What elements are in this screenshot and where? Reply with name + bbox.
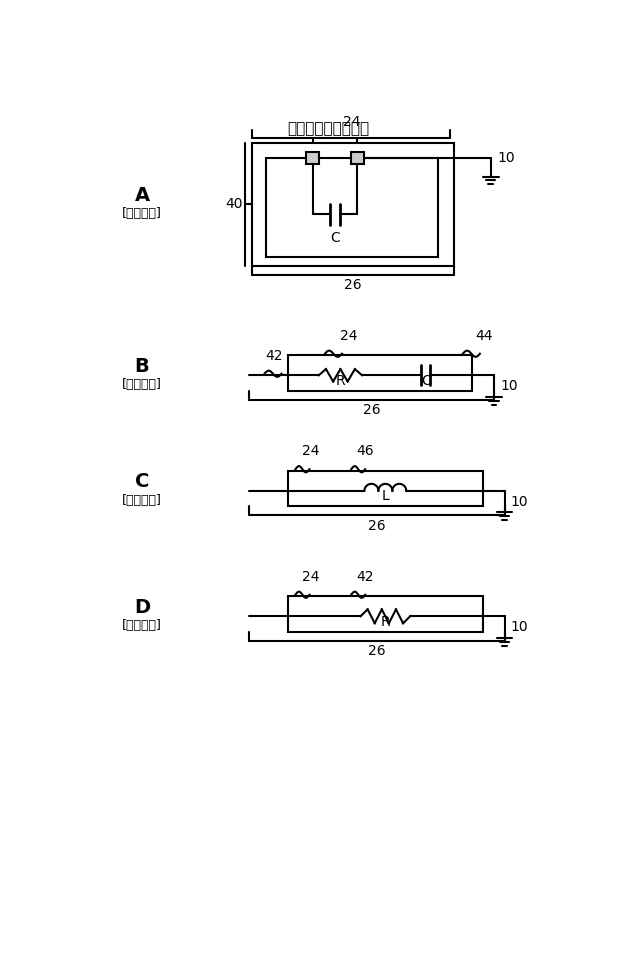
Text: B: B xyxy=(134,356,149,375)
Text: 26: 26 xyxy=(363,403,380,417)
Text: C: C xyxy=(420,373,431,388)
Text: 26: 26 xyxy=(368,644,386,658)
Text: [実施例８]: [実施例８] xyxy=(122,493,162,507)
Text: R: R xyxy=(381,615,390,628)
Text: [実施例９]: [実施例９] xyxy=(122,619,162,632)
Bar xyxy=(288,355,472,391)
Text: A: A xyxy=(134,185,150,205)
Text: 10: 10 xyxy=(511,495,529,509)
Bar xyxy=(266,158,438,257)
Text: 24: 24 xyxy=(342,115,360,129)
Text: 44: 44 xyxy=(476,329,493,343)
Text: 10: 10 xyxy=(500,379,518,393)
Text: 42: 42 xyxy=(356,570,373,584)
Text: 高周波電流低減素子: 高周波電流低減素子 xyxy=(287,122,369,136)
Text: [実施例６]: [実施例６] xyxy=(122,207,162,220)
Text: 46: 46 xyxy=(356,445,374,458)
Text: 24: 24 xyxy=(301,570,319,584)
Text: L: L xyxy=(381,489,389,503)
Text: 40: 40 xyxy=(225,198,243,211)
Bar xyxy=(307,152,319,164)
Text: 10: 10 xyxy=(511,620,529,634)
Text: 26: 26 xyxy=(368,518,386,533)
Text: 42: 42 xyxy=(265,349,282,363)
Text: 10: 10 xyxy=(497,152,515,165)
Text: 26: 26 xyxy=(344,278,362,292)
Text: D: D xyxy=(134,597,150,617)
Bar xyxy=(288,471,483,507)
Text: C: C xyxy=(135,472,149,491)
Text: [実施例７]: [実施例７] xyxy=(122,378,162,391)
Text: C: C xyxy=(330,232,340,245)
Text: 24: 24 xyxy=(340,329,357,343)
Bar xyxy=(288,596,483,632)
Text: 24: 24 xyxy=(301,445,319,458)
Bar xyxy=(252,143,454,266)
Text: R: R xyxy=(335,373,345,388)
Bar xyxy=(351,152,364,164)
